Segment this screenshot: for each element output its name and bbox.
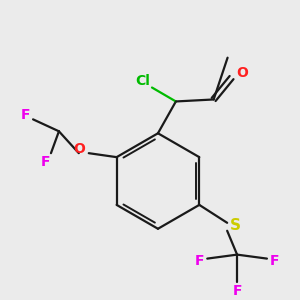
Text: O: O	[73, 142, 85, 156]
Text: F: F	[195, 254, 204, 268]
Text: F: F	[232, 284, 242, 298]
Text: S: S	[230, 218, 241, 233]
Text: F: F	[270, 254, 280, 268]
Text: F: F	[20, 108, 30, 122]
Text: O: O	[237, 66, 248, 80]
Text: Cl: Cl	[136, 74, 151, 88]
Text: F: F	[41, 155, 51, 169]
